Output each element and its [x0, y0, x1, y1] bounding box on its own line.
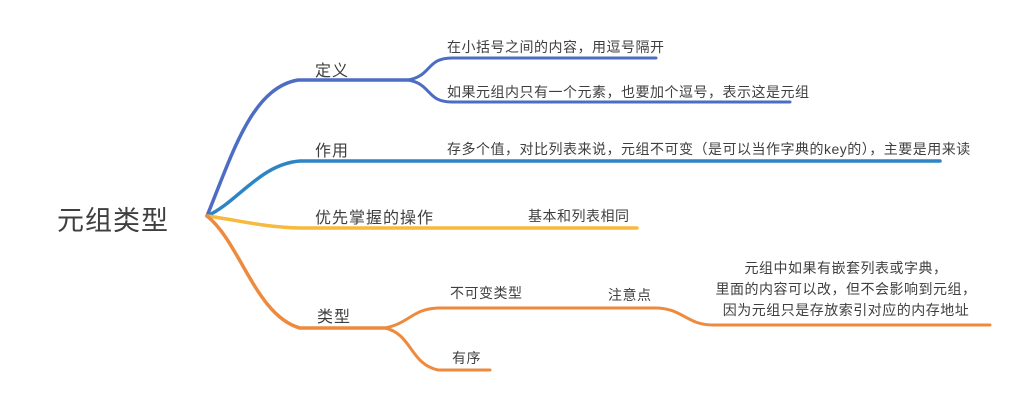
note-line-1: 元组中如果有嵌套列表或字典，: [744, 260, 948, 276]
topic-usage-child-store-values[interactable]: 存多个值，对比列表来说，元组不可变（是可以当作字典的key的），主要是用来读: [447, 141, 971, 157]
topic-definition-child-parentheses[interactable]: 在小括号之间的内容，用逗号隔开: [447, 39, 665, 55]
topic-type-child-immutable[interactable]: 不可变类型: [450, 285, 523, 301]
branch-line-definition: [205, 78, 410, 218]
branch-line-operations: [205, 214, 639, 230]
topic-priority-operations[interactable]: 优先掌握的操作: [315, 210, 435, 227]
topic-type-child-ordered[interactable]: 有序: [452, 350, 481, 366]
root-topic-tuple-type[interactable]: 元组类型: [57, 206, 169, 236]
note-line-2: 里面的内容可以改，但不会影响到元组，: [715, 281, 977, 297]
branch-line-type-immutable-note: [383, 306, 992, 330]
topic-definition[interactable]: 定义: [315, 63, 350, 80]
topic-priority-operations-child-same-as-list[interactable]: 基本和列表相同: [528, 208, 630, 224]
topic-note-nested-list-dict[interactable]: 元组中如果有嵌套列表或字典， 里面的内容可以改，但不会影响到元组， 因为元组只是…: [700, 258, 992, 321]
topic-type[interactable]: 类型: [317, 309, 352, 326]
branch-line-usage: [205, 159, 942, 218]
branch-line-type: [205, 214, 387, 330]
topic-definition-child-single-element[interactable]: 如果元组内只有一个元素，也要加个逗号，表示这是元组: [447, 84, 810, 100]
branch-line-definition-child-2: [406, 78, 792, 104]
topic-type-child-attention-point[interactable]: 注意点: [608, 287, 652, 303]
branch-line-definition-child-1: [406, 56, 658, 82]
topic-usage[interactable]: 作用: [315, 143, 350, 160]
branch-line-type-ordered: [383, 326, 492, 372]
note-line-3: 因为元组只是存放索引对应的内存地址: [722, 302, 970, 318]
